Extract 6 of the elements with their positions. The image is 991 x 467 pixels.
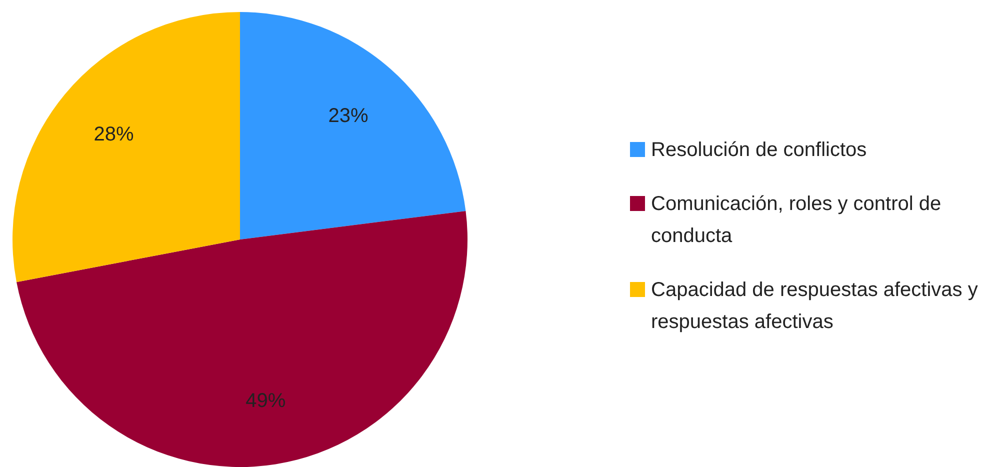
data-label: 49% [246, 390, 286, 412]
data-label: 23% [328, 105, 369, 128]
data-label: 28% [94, 124, 134, 146]
legend-label: Comunicación, roles y control de conducta [651, 192, 942, 249]
legend-label: Resolución de conflictos [651, 138, 867, 163]
legend-label: Capacidad de respuestas afectivas y respuestas afectivas [651, 278, 979, 335]
